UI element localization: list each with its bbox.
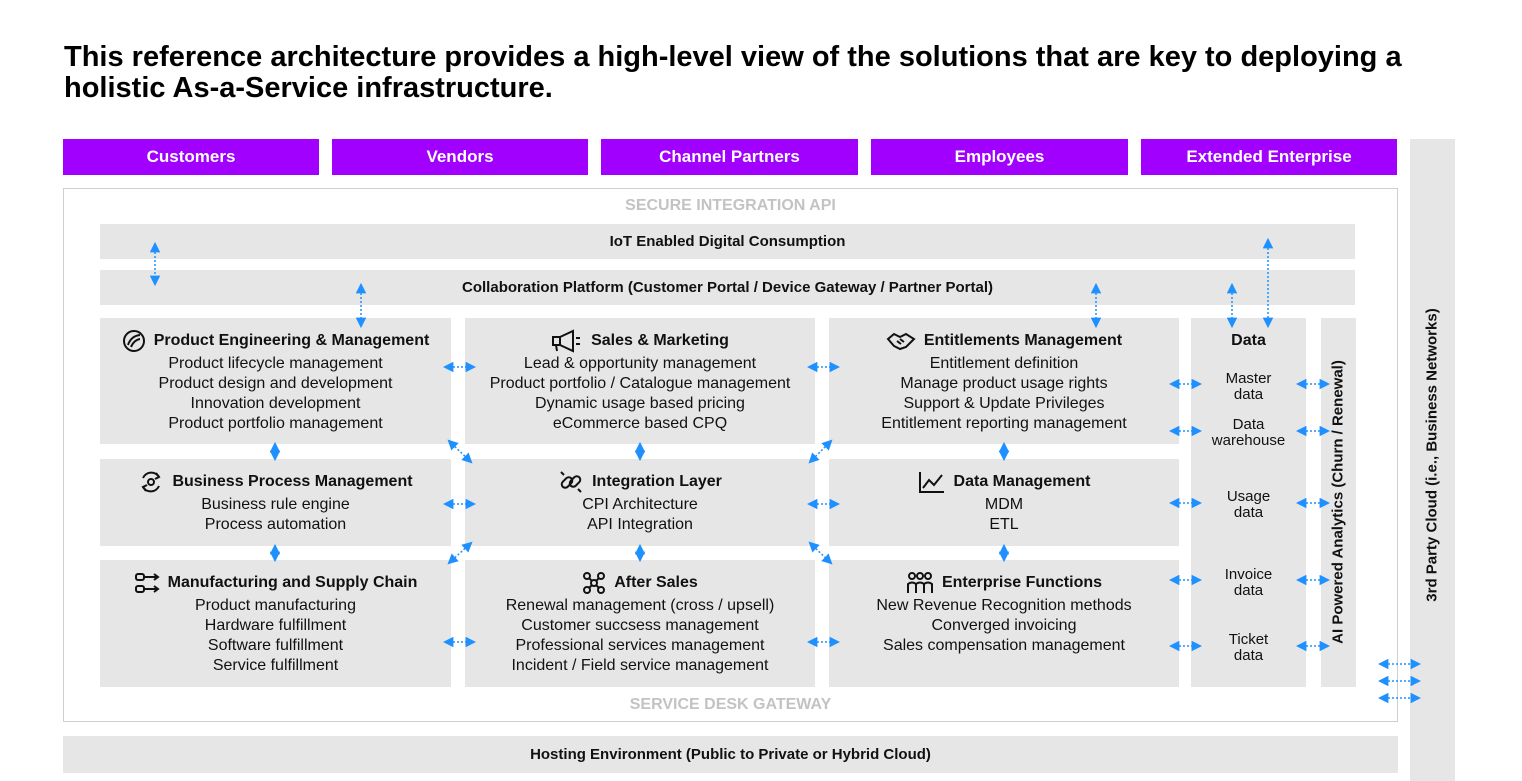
module-item: Incident / Field service management — [511, 657, 769, 674]
module-title: Enterprise Functions — [941, 574, 1103, 591]
handshake-icon — [886, 332, 916, 351]
module-item: Customer succsess management — [521, 617, 759, 634]
module-after-sales: After Sales Renewal management (cross / … — [465, 560, 815, 687]
people-group-icon — [906, 572, 933, 593]
module-item: Sales compensation management — [883, 637, 1125, 654]
module-item: New Revenue Recognition methods — [876, 597, 1132, 614]
audience-employees: Employees — [871, 139, 1128, 175]
module-item: Hardware fulfillment — [204, 617, 347, 634]
data-item-warehouse: Data warehouse — [1211, 416, 1286, 449]
module-item: Product manufacturing — [195, 597, 356, 614]
module-product-engineering: Product Engineering & Management Product… — [100, 318, 451, 444]
secure-integration-api-label: SECURE INTEGRATION API — [625, 197, 836, 214]
module-item: Entitlement reporting management — [881, 415, 1127, 432]
module-item: Innovation development — [190, 395, 361, 412]
link-icon — [560, 471, 582, 493]
page-title: This reference architecture provides a h… — [64, 41, 1402, 104]
module-business-process: Business Process Management Business rul… — [100, 459, 451, 546]
audience-extended-enterprise: Extended Enterprise — [1141, 139, 1397, 175]
audience-vendors: Vendors — [332, 139, 588, 175]
module-item: API Integration — [587, 516, 693, 533]
hosting-environment-band: Hosting Environment (Public to Private o… — [63, 736, 1398, 773]
module-title: Sales & Marketing — [591, 332, 729, 349]
network-nodes-icon — [583, 572, 606, 594]
module-item: Software fulfillment — [207, 637, 344, 654]
module-item: Support & Update Privileges — [903, 395, 1105, 412]
module-enterprise-functions: Enterprise Functions New Revenue Recogni… — [829, 560, 1179, 687]
data-item-usage: Usage data — [1226, 488, 1271, 521]
engineering-icon — [122, 330, 145, 352]
module-item: eCommerce based CPQ — [552, 415, 728, 432]
module-item: ETL — [989, 516, 1019, 533]
module-title: Manufacturing and Supply Chain — [167, 574, 418, 591]
data-item-ticket: Ticket data — [1228, 631, 1269, 664]
data-item-master: Master data — [1225, 370, 1272, 403]
audience-customers: Customers — [63, 139, 319, 175]
module-title: After Sales — [614, 574, 698, 591]
module-entitlements: Entitlements Management Entitlement defi… — [829, 318, 1179, 444]
module-title: Entitlements Management — [923, 332, 1123, 349]
module-item: CPI Architecture — [582, 496, 698, 513]
module-item: Renewal management (cross / upsell) — [505, 597, 775, 614]
module-item: Converged invoicing — [931, 617, 1077, 634]
audience-channel-partners: Channel Partners — [601, 139, 858, 175]
module-item: Product design and development — [158, 375, 393, 392]
data-column: Data Master data Data warehouse Usage data … — [1191, 318, 1306, 687]
module-item: Manage product usage rights — [900, 375, 1108, 392]
module-item: Business rule engine — [201, 496, 350, 513]
module-data-management: Data Management MDM ETL — [829, 459, 1179, 546]
supply-chain-icon — [134, 573, 160, 593]
module-sales-marketing: Sales & Marketing Lead & opportunity man… — [465, 318, 815, 444]
ai-analytics-label: AI Powered Analytics (Churn / Renewal) — [1329, 360, 1347, 644]
module-item: Product portfolio / Catalogue management — [489, 375, 791, 392]
module-item: Service fulfillment — [212, 657, 339, 674]
module-title: Product Engineering & Management — [153, 332, 430, 349]
module-item: Product portfolio management — [168, 415, 383, 432]
module-integration-layer: Integration Layer CPI Architecture API I… — [465, 459, 815, 546]
service-desk-gateway-label: SERVICE DESK GATEWAY — [629, 696, 832, 713]
module-title: Data Management — [953, 473, 1091, 490]
module-title: Integration Layer — [592, 473, 722, 490]
collaboration-platform-band: Collaboration Platform (Customer Portal … — [100, 270, 1355, 305]
module-item: Entitlement definition — [929, 355, 1079, 372]
module-item: Dynamic usage based pricing — [535, 395, 745, 412]
module-item: Lead & opportunity management — [523, 355, 757, 372]
ai-analytics-column: AI Powered Analytics (Churn / Renewal) — [1321, 318, 1356, 687]
iot-band: IoT Enabled Digital Consumption — [100, 224, 1355, 259]
module-item: Professional services management — [515, 637, 765, 654]
data-item-invoice: Invoice data — [1224, 566, 1273, 599]
module-item: Product lifecycle management — [168, 355, 383, 372]
module-item: MDM — [984, 496, 1024, 513]
module-title: Business Process Management — [172, 473, 413, 490]
module-item: Process automation — [204, 516, 347, 533]
third-party-cloud-column: 3rd Party Cloud (i.e., Business Networks… — [1410, 139, 1455, 781]
line-chart-icon — [918, 472, 944, 493]
megaphone-icon — [552, 329, 581, 353]
data-column-title: Data — [1231, 332, 1266, 349]
module-manufacturing: Manufacturing and Supply Chain Product m… — [100, 560, 451, 687]
third-party-cloud-label: 3rd Party Cloud (i.e., Business Networks… — [1423, 308, 1441, 602]
architecture-frame — [63, 188, 1398, 722]
process-cycle-icon — [141, 471, 161, 493]
